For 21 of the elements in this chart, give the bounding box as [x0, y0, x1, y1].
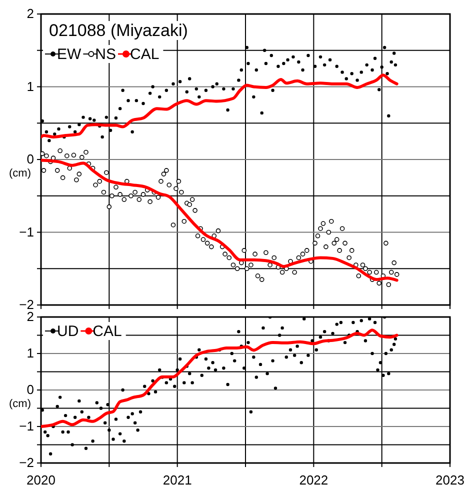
legend-label: CAL	[130, 46, 160, 63]
legend-label: NS	[95, 46, 116, 63]
legend-label: UD	[57, 323, 79, 340]
y-tick-label: 1	[26, 346, 34, 361]
y-tick-label: 0	[26, 382, 34, 398]
x-tick-label: 2022	[299, 472, 328, 485]
y-tick-label: −1	[19, 224, 34, 240]
y-tick-label: −2	[19, 455, 34, 470]
x-tick-label: 2020	[26, 472, 56, 485]
y-tick-label: 0	[26, 152, 34, 167]
legend-label: CAL	[92, 323, 122, 340]
legend-label: EW	[57, 46, 82, 63]
y-axis-title: (cm)	[9, 398, 31, 410]
x-tick-label: 2023	[436, 472, 464, 485]
y-tick-label: 2	[26, 6, 34, 22]
chart-title: 021088 (Miyazaki)	[49, 21, 188, 40]
line-series	[41, 74, 398, 138]
y-tick-label: 1	[26, 78, 34, 94]
x-tick-label: 2021	[162, 472, 192, 485]
y-axis-title: (cm)	[9, 168, 31, 180]
y-tick-label: −1	[19, 418, 34, 434]
